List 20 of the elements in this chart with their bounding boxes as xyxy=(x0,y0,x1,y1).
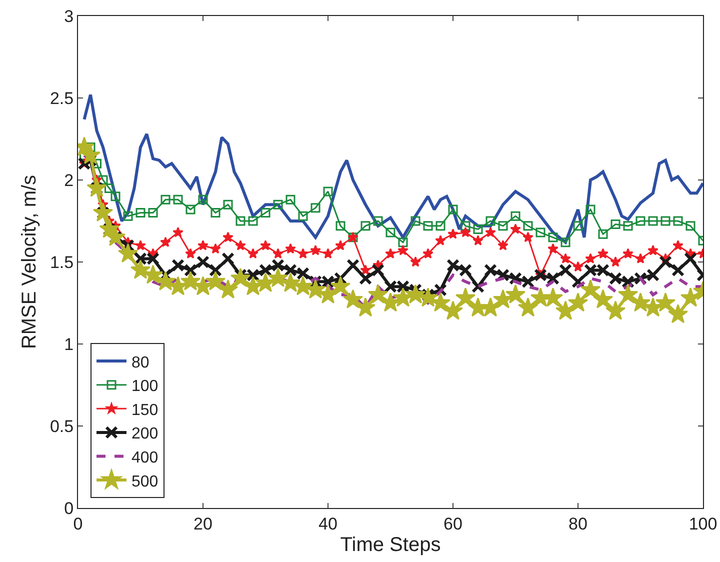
y-tick-label: 3 xyxy=(64,6,74,26)
legend-label: 400 xyxy=(132,450,158,466)
y-tick-label: 0.5 xyxy=(50,416,74,436)
y-tick-label: 1.5 xyxy=(50,252,74,272)
x-axis-title: Time Steps xyxy=(340,534,441,556)
legend-label: 100 xyxy=(132,378,158,396)
x-tick-label: 40 xyxy=(318,514,338,534)
y-axis-title: RMSE Velocity, m/s xyxy=(18,174,40,350)
legend-label: 200 xyxy=(132,426,158,443)
x-tick-label: 60 xyxy=(444,514,462,534)
x-tick-label: 80 xyxy=(568,514,588,534)
y-tick-label: 1 xyxy=(64,334,74,354)
x-tick-label: 20 xyxy=(194,514,212,534)
y-tick-label: 2.5 xyxy=(50,88,74,108)
x-tick-label: 100 xyxy=(688,514,718,534)
y-tick-label: 2 xyxy=(64,170,74,190)
legend-label: 150 xyxy=(132,402,158,419)
legend-label: 500 xyxy=(132,473,158,490)
legend-label: 80 xyxy=(132,354,150,372)
y-tick-label: 0 xyxy=(64,498,74,518)
